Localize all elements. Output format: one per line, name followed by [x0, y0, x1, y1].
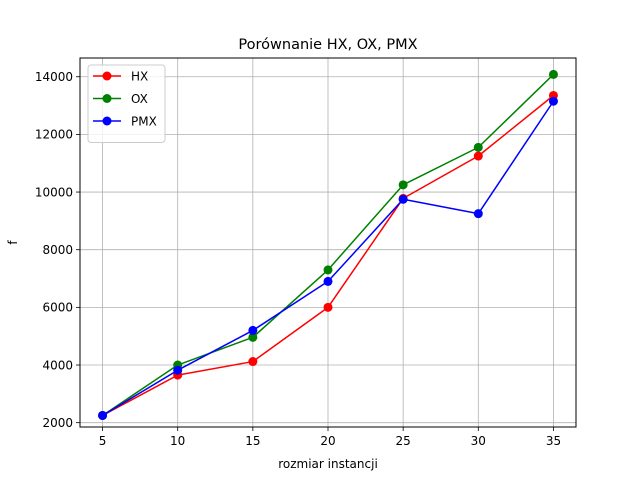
data-point-pmx	[323, 276, 333, 286]
grid	[80, 58, 576, 427]
legend-marker-pmx	[102, 116, 112, 126]
legend-item-pmx: PMX	[93, 115, 157, 129]
ticks: 5 10 15 20 25 30 35 2000 4000 6000 8000 10000 12000 1…	[35, 70, 561, 448]
legend-marker-ox	[102, 94, 112, 103]
legend-label-ox: OX	[131, 92, 148, 106]
data-point-pmx	[173, 365, 183, 375]
legend-marker-hx	[102, 71, 112, 81]
data-point-pmx	[548, 96, 558, 106]
x-tick-label: 5	[99, 434, 107, 448]
x-axis-label: rozmiar instancji	[278, 457, 378, 471]
x-tick-label: 20	[320, 434, 335, 448]
y-tick-label: 10000	[35, 185, 73, 199]
legend-label-pmx: PMX	[131, 115, 157, 129]
data-point-pmx	[248, 325, 258, 335]
data-point-pmx	[398, 194, 408, 204]
legend-label-hx: HX	[131, 70, 148, 84]
y-tick-label: 6000	[42, 301, 73, 315]
x-tick-label: 30	[471, 434, 486, 448]
legend-item-hx: HX	[93, 70, 148, 84]
y-tick-label: 14000	[35, 70, 73, 84]
data-point-hx	[473, 151, 483, 161]
data-point-ox	[473, 142, 483, 152]
data-point-ox	[398, 180, 408, 190]
data-point-pmx	[473, 209, 483, 219]
y-tick-label: 4000	[42, 358, 73, 372]
data-point-ox	[548, 69, 558, 79]
data-point-hx	[323, 302, 333, 312]
series-layer	[98, 69, 558, 420]
x-tick-label: 10	[170, 434, 185, 448]
legend-item-ox: OX	[93, 92, 148, 106]
series-pmx	[98, 96, 558, 420]
data-point-hx	[248, 357, 258, 367]
y-tick-label: 8000	[42, 243, 73, 257]
data-point-pmx	[98, 410, 108, 420]
y-tick-label: 2000	[42, 416, 73, 430]
data-point-ox	[323, 265, 333, 275]
x-tick-label: 15	[245, 434, 260, 448]
chart-title: Porównanie HX, OX, PMX	[238, 37, 417, 53]
y-axis-label: f	[6, 240, 20, 245]
x-tick-label: 35	[546, 434, 561, 448]
legend: HX OX PMX	[87, 64, 166, 143]
x-tick-label: 25	[396, 434, 411, 448]
y-tick-label: 12000	[35, 128, 73, 142]
data-point-ox	[248, 332, 258, 342]
